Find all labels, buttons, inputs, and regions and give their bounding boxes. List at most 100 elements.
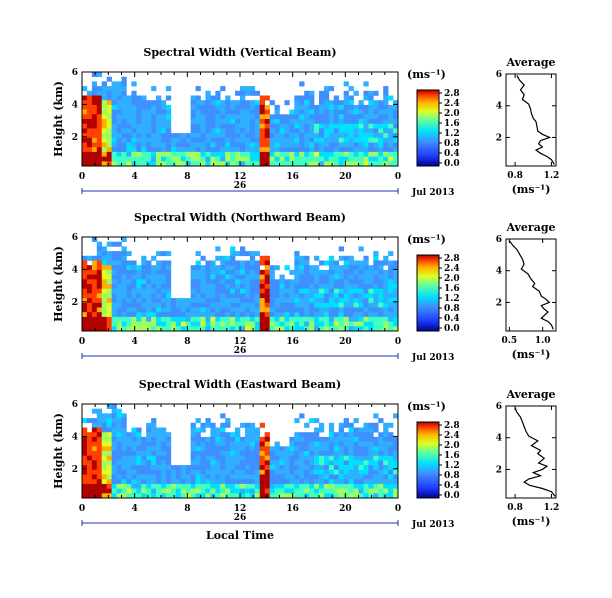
heatmap-cell (328, 104, 335, 110)
heatmap-cell (319, 298, 325, 304)
heatmap-cell (141, 288, 147, 294)
heatmap-cell (205, 90, 211, 96)
heatmap-cell (116, 156, 122, 162)
heatmap-cell (86, 293, 93, 299)
heatmap-cell (244, 137, 251, 143)
heatmap-cell (156, 161, 162, 167)
heatmap-cell (146, 469, 152, 475)
heatmap-cell (151, 469, 157, 475)
heatmap-cell (235, 474, 241, 480)
heatmap-cell (170, 488, 177, 494)
heatmap-cell (215, 298, 221, 304)
heatmap-cell (195, 123, 201, 129)
heatmap-cell (378, 316, 384, 322)
heatmap-cell (284, 451, 290, 456)
heatmap-cell (86, 446, 93, 452)
heatmap-cell (141, 316, 147, 322)
heatmap-cell (348, 255, 354, 261)
heatmap-cell (274, 109, 280, 115)
heatmap-cell (91, 293, 98, 299)
heatmap-cell (353, 123, 359, 129)
heatmap-cell (91, 104, 98, 110)
x-axis-label: Local Time (206, 529, 274, 542)
heatmap-cell (121, 269, 127, 275)
heatmap-cell (264, 451, 270, 456)
heatmap-cell (195, 460, 201, 466)
heatmap-cell (314, 119, 320, 124)
heatmap-cell (235, 321, 241, 327)
heatmap-cell (388, 156, 394, 162)
heatmap-cell (274, 279, 280, 285)
heatmap-cell (161, 137, 167, 143)
heatmap-cell (319, 293, 325, 299)
heatmap-cell (91, 72, 98, 77)
heatmap-cell (304, 123, 310, 129)
heatmap-cell (131, 483, 137, 489)
heatmap-cell (126, 460, 132, 466)
heatmap-cell (363, 265, 369, 271)
profile-y-tick-label: 4 (496, 267, 502, 277)
heatmap-cell (106, 427, 112, 433)
heatmap-cell (323, 128, 330, 134)
heatmap-cell (215, 479, 221, 485)
heatmap-cell (86, 161, 93, 167)
heatmap-cell (156, 265, 162, 271)
heatmap-cell (91, 302, 98, 308)
heatmap-cell (289, 316, 295, 322)
heatmap-cell (156, 109, 162, 115)
heatmap-cell (383, 302, 389, 308)
heatmap-cell (383, 279, 389, 285)
heatmap-cell (225, 104, 231, 110)
heatmap-cell (146, 104, 152, 110)
heatmap-cell (244, 427, 251, 433)
heatmap-cell (314, 469, 320, 475)
heatmap-cell (333, 133, 340, 139)
heatmap-cell (106, 302, 112, 308)
heatmap-cell (126, 284, 132, 289)
heatmap-cell (249, 432, 256, 438)
heatmap-cell (249, 441, 256, 447)
heatmap-cell (244, 446, 251, 452)
heatmap-cell (309, 465, 315, 471)
heatmap-cell (304, 151, 310, 157)
heatmap-cell (165, 279, 172, 285)
heatmap-cell (274, 479, 280, 485)
heatmap-cell (225, 288, 231, 294)
heatmap-cell (235, 133, 241, 139)
heatmap-cell (274, 133, 280, 139)
heatmap-cell (235, 298, 241, 304)
heatmap-cell (363, 137, 369, 143)
heatmap-cell (328, 316, 335, 322)
heatmap-cell (131, 488, 137, 494)
heatmap-cell (368, 298, 374, 304)
heatmap-cell (86, 109, 93, 115)
heatmap-cell (373, 483, 379, 489)
heatmap-cell (299, 156, 305, 162)
heatmap-cell (338, 119, 344, 124)
heatmap-cell (393, 469, 399, 475)
heatmap-cell (170, 137, 177, 143)
heatmap-cell (358, 483, 364, 489)
heatmap-cell (304, 451, 310, 456)
heatmap-cell (205, 302, 211, 308)
heatmap-cell (126, 321, 132, 327)
heatmap-cell (358, 142, 364, 148)
heatmap-cell (249, 109, 256, 115)
heatmap-cell (116, 451, 122, 456)
heatmap-cell (353, 474, 359, 480)
heatmap-cell (383, 436, 389, 442)
heatmap-cell (314, 441, 320, 447)
heatmap-cell (96, 302, 103, 308)
heatmap-cell (240, 86, 246, 92)
y-tick-label: 4 (72, 432, 78, 442)
heatmap-cell (314, 142, 320, 148)
heatmap-cell (378, 451, 384, 456)
heatmap-cell (121, 288, 127, 294)
heatmap-cell (106, 104, 112, 110)
heatmap-cell (215, 455, 221, 461)
heatmap-cell (116, 284, 122, 289)
heatmap-cell (333, 474, 340, 480)
heatmap-cell (210, 109, 216, 115)
heatmap-cell (86, 274, 93, 280)
heatmap-cell (235, 455, 241, 461)
